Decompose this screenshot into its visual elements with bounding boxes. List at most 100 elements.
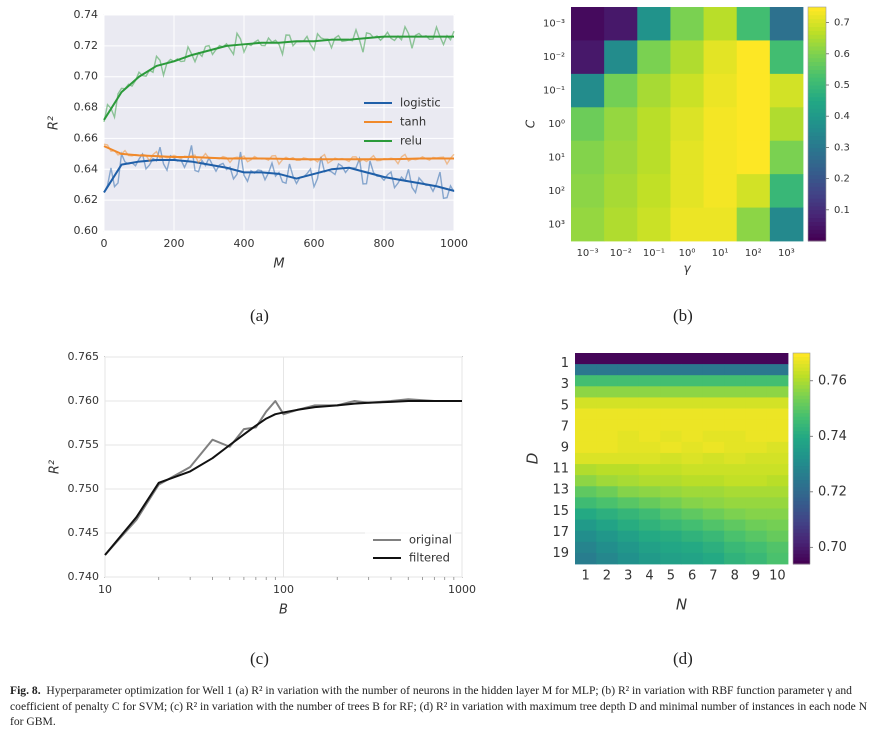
heatmap-cell-d bbox=[596, 464, 618, 476]
heatmap-cell-d bbox=[745, 364, 768, 376]
heatmap-cell-d bbox=[638, 419, 661, 432]
colorbar-tick-label-b: 0.2 bbox=[834, 174, 850, 185]
heatmap-cell-d bbox=[681, 530, 704, 543]
heatmap-cell-d bbox=[575, 486, 597, 498]
x-tick-label-a: 600 bbox=[304, 237, 325, 250]
heatmap-cell-b bbox=[670, 140, 704, 175]
heatmap-cell-d bbox=[724, 419, 746, 432]
heatmap-cell-d bbox=[617, 353, 640, 365]
heatmap-cell-d bbox=[660, 419, 682, 432]
colorbar-segment-b bbox=[808, 53, 826, 59]
colorbar-segment-d bbox=[793, 388, 810, 393]
x-axis-label-b: γ bbox=[683, 262, 691, 276]
x-tick-label-c: 10 bbox=[98, 583, 112, 596]
colorbar-segment-b bbox=[808, 135, 826, 141]
heatmap-cell-d bbox=[617, 475, 640, 487]
colorbar-segment-d bbox=[793, 539, 810, 544]
colorbar-segment-b bbox=[808, 205, 826, 211]
x-tick-label-d: 7 bbox=[709, 569, 717, 584]
heatmap-cell-d bbox=[681, 419, 704, 432]
heatmap-cell-b bbox=[736, 73, 771, 108]
heatmap-cell-d bbox=[766, 441, 789, 454]
heatmap-cell-d bbox=[745, 419, 768, 432]
heatmap-cell-b bbox=[571, 40, 605, 75]
colorbar-segment-b bbox=[808, 202, 826, 207]
heatmap-cell-d bbox=[745, 408, 768, 421]
heatmap-cell-d bbox=[724, 441, 746, 454]
x-tick-label-d: 10 bbox=[769, 569, 786, 584]
heatmap-cell-d bbox=[724, 552, 746, 565]
heatmap-cell-b bbox=[703, 140, 738, 175]
x-tick-label-d: 5 bbox=[667, 569, 675, 584]
colorbar-segment-d bbox=[793, 451, 810, 456]
heatmap-cell-d bbox=[596, 519, 618, 532]
series-raw-relu bbox=[103, 24, 455, 123]
heatmap-cell-d bbox=[766, 497, 789, 509]
heatmap-cell-b bbox=[670, 207, 704, 242]
colorbar-segment-d bbox=[793, 444, 810, 449]
heatmap-cell-d bbox=[638, 486, 661, 498]
colorbar-tick-label-b: 0.1 bbox=[834, 205, 850, 216]
heatmap-cell-d bbox=[724, 430, 746, 443]
heatmap-cell-b bbox=[670, 73, 704, 108]
y-tick-label-a: 0.72 bbox=[74, 39, 99, 52]
heatmap-cell-d bbox=[724, 452, 746, 465]
colorbar-segment-d bbox=[793, 367, 810, 372]
heatmap-cell-b bbox=[604, 207, 638, 242]
heatmap-cell-d bbox=[660, 497, 682, 509]
colorbar-segment-b bbox=[808, 65, 826, 70]
heatmap-cell-d bbox=[766, 508, 789, 520]
y-tick-label-b: 10⁻² bbox=[543, 52, 565, 63]
x-tick-label-a: 1000 bbox=[440, 237, 468, 250]
colorbar-segment-d bbox=[793, 356, 810, 361]
heatmap-cell-d bbox=[766, 419, 789, 432]
heatmap-cell-d bbox=[660, 530, 682, 543]
colorbar-segment-b bbox=[808, 166, 826, 172]
heatmap-cell-d bbox=[660, 364, 682, 376]
colorbar-segment-d bbox=[793, 497, 810, 502]
colorbar-segment-d bbox=[793, 437, 810, 442]
colorbar-tick-label-b: 0.7 bbox=[834, 18, 850, 29]
colorbar-segment-d bbox=[793, 504, 810, 509]
heatmap-cell-d bbox=[596, 397, 618, 409]
heatmap-cell-d bbox=[745, 386, 768, 398]
y-tick-label-a: 0.64 bbox=[74, 162, 99, 175]
heatmap-cell-b bbox=[637, 107, 671, 142]
colorbar-segment-d bbox=[793, 416, 810, 421]
heatmap-cell-d bbox=[724, 408, 746, 421]
heatmap-cell-b bbox=[703, 107, 738, 142]
heatmap-cell-d bbox=[575, 375, 597, 387]
y-tick-label-b: 10⁻³ bbox=[543, 19, 565, 30]
heatmap-cell-d bbox=[681, 386, 704, 398]
colorbar-segment-d bbox=[793, 479, 810, 484]
heatmap-cell-d bbox=[766, 452, 789, 465]
heatmap-cell-d bbox=[617, 530, 640, 543]
heatmap-cell-b bbox=[571, 207, 605, 242]
colorbar-segment-b bbox=[808, 73, 826, 78]
heatmap-cell-d bbox=[702, 486, 725, 498]
heatmap-cell-d bbox=[660, 441, 682, 454]
heatmap-cell-d bbox=[638, 497, 661, 509]
heatmap-cell-d bbox=[681, 375, 704, 387]
heatmap-cell-b bbox=[769, 107, 804, 142]
y-tick-label-c: 0.745 bbox=[68, 526, 100, 539]
heatmap-cell-d bbox=[660, 452, 682, 465]
legend-label-relu: relu bbox=[400, 134, 422, 148]
colorbar-segment-b bbox=[808, 38, 826, 43]
heatmap-cell-d bbox=[724, 364, 746, 376]
x-tick-label-d: 1 bbox=[582, 569, 590, 584]
heatmap-cell-d bbox=[638, 452, 661, 465]
heatmap-cell-d bbox=[638, 475, 661, 487]
heatmap-cell-d bbox=[660, 519, 682, 532]
heatmap-cell-d bbox=[702, 430, 725, 443]
heatmap-cell-d bbox=[596, 386, 618, 398]
x-axis-label-d: N bbox=[676, 596, 687, 614]
colorbar-segment-b bbox=[808, 147, 826, 152]
colorbar-segment-b bbox=[808, 18, 826, 24]
heatmap-cell-b bbox=[637, 40, 671, 75]
heatmap-cell-d bbox=[702, 475, 725, 487]
heatmap-cell-b bbox=[571, 73, 605, 108]
colorbar-segment-b bbox=[808, 151, 826, 156]
heatmap-cell-d bbox=[617, 375, 640, 387]
heatmap-cell-b bbox=[736, 207, 771, 242]
